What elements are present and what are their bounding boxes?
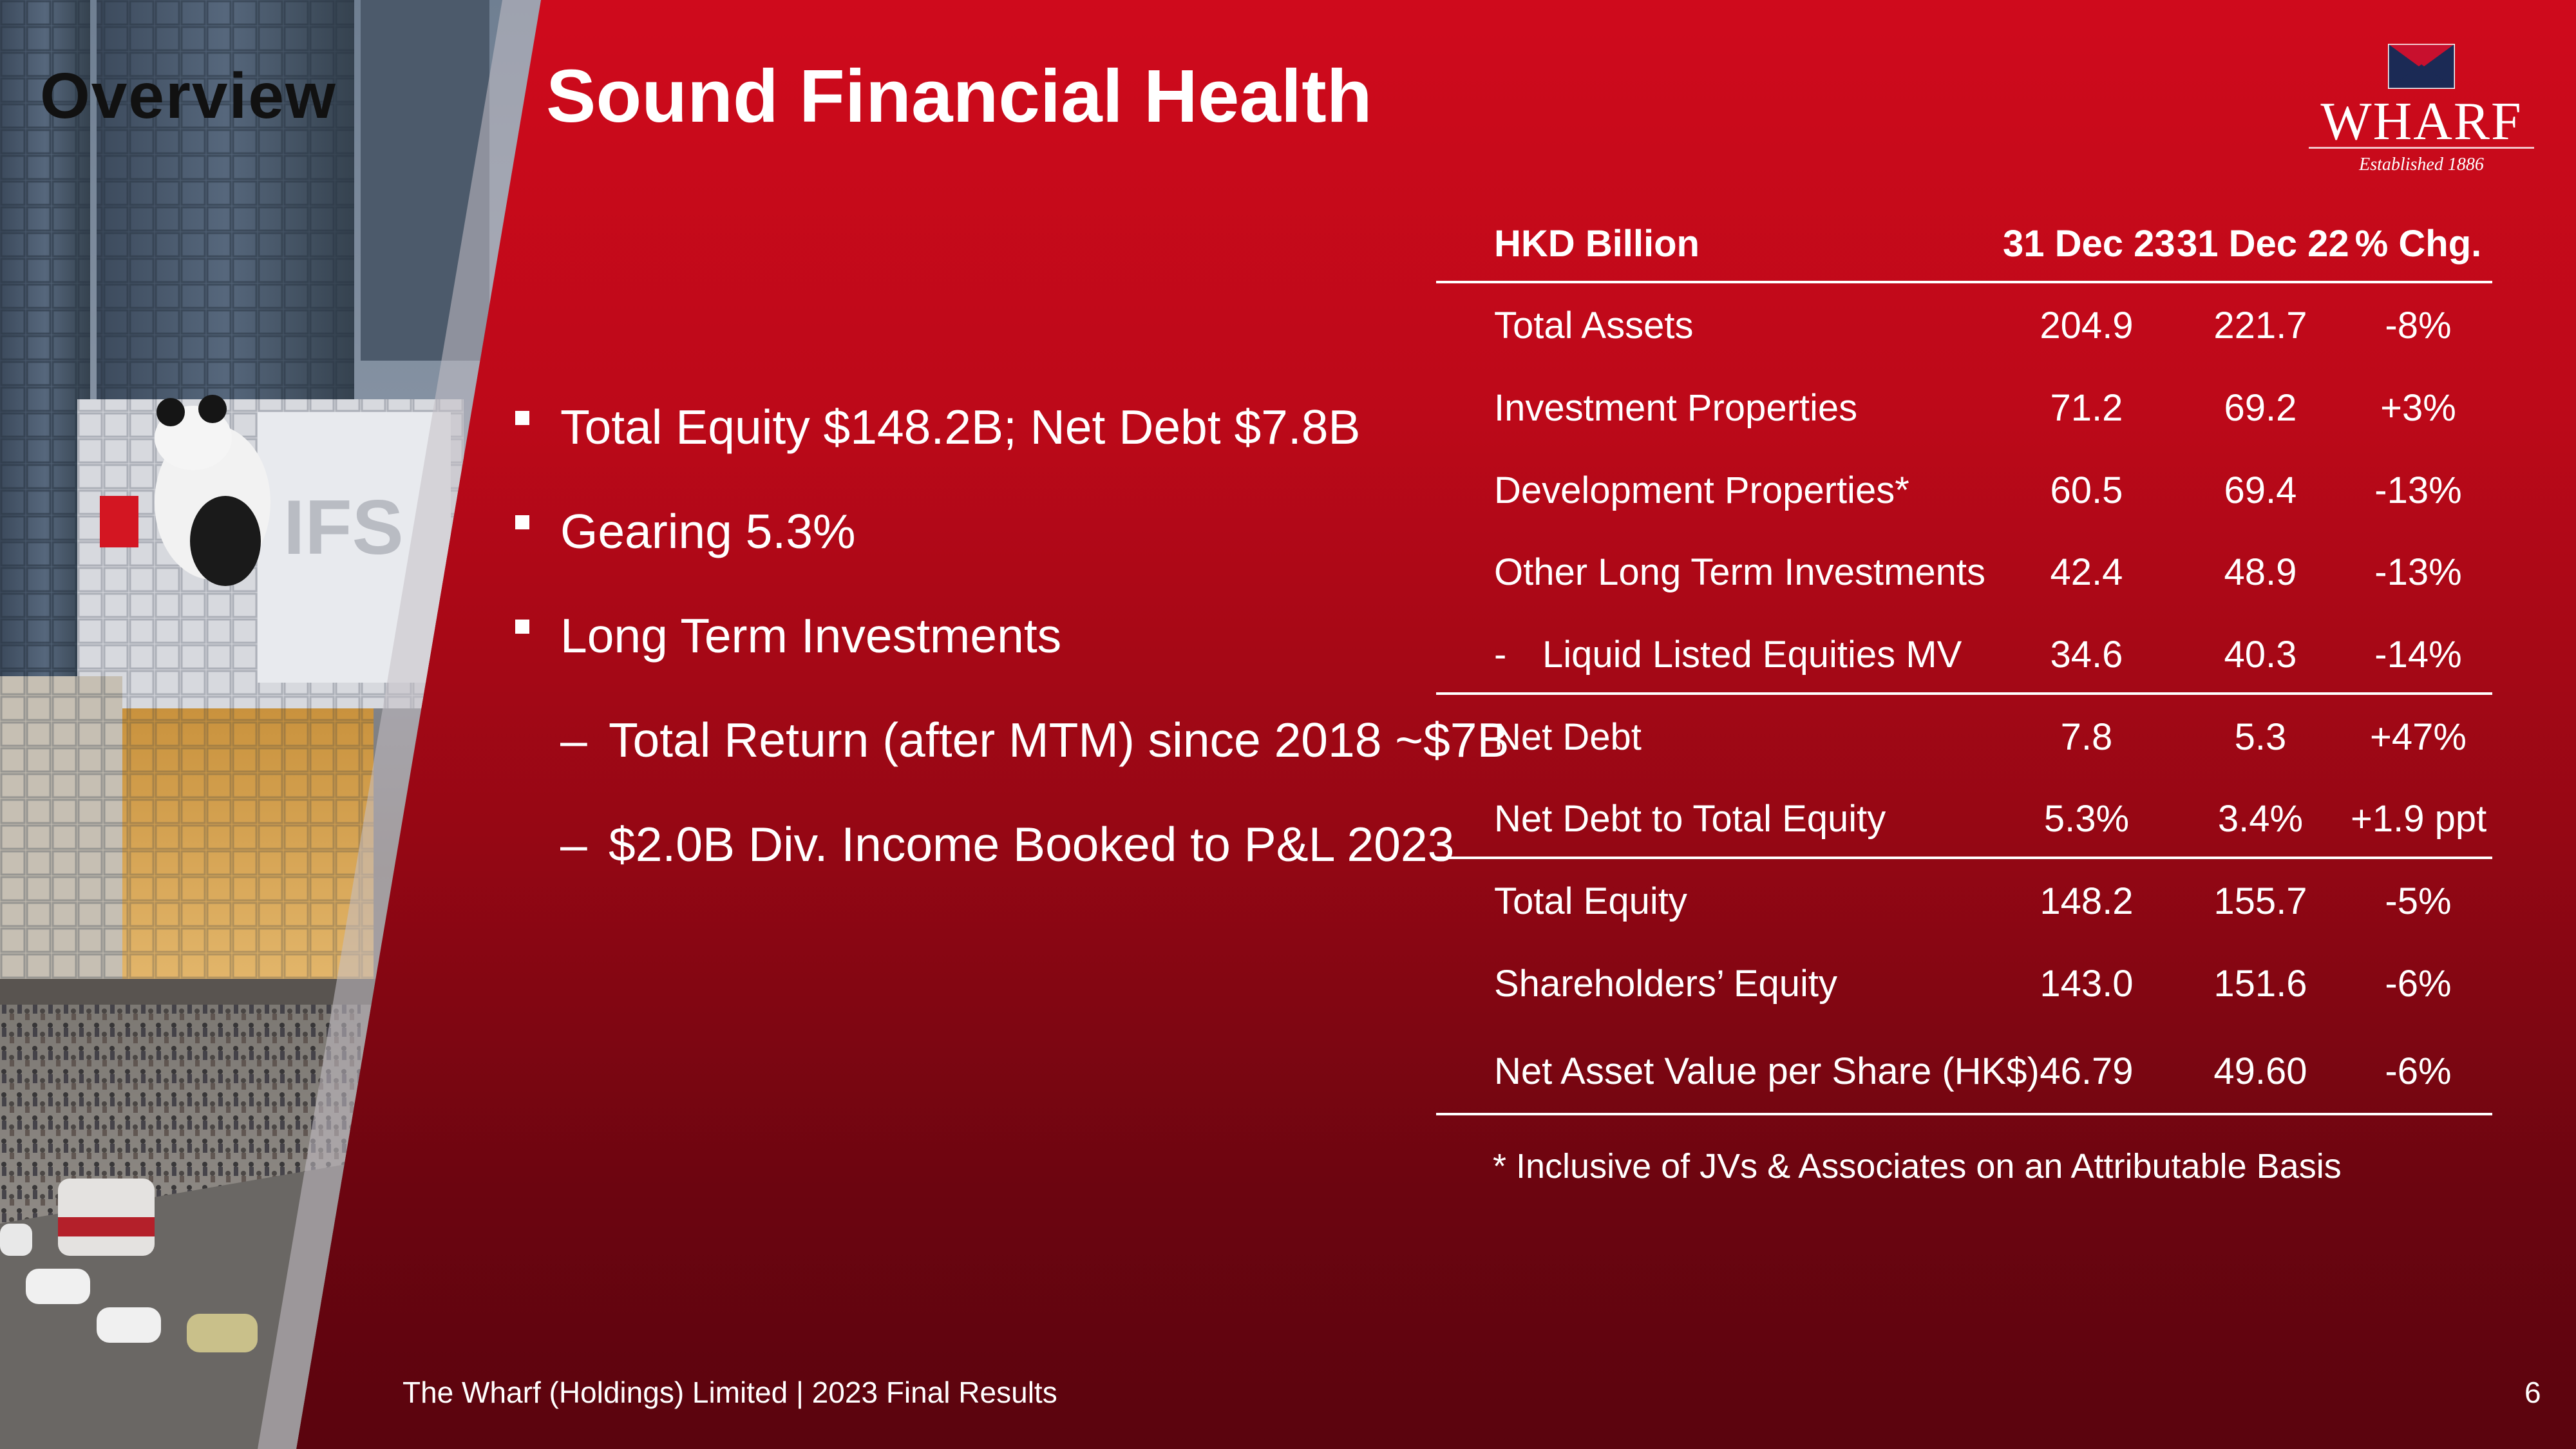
- table-rule: [1436, 692, 2492, 695]
- square-bullet-icon: [515, 620, 529, 634]
- table-row: - Liquid Listed Equities MV 34.6 40.3 -1…: [1494, 634, 2462, 676]
- table-footnote: * Inclusive of JVs & Associates on an At…: [1493, 1147, 2342, 1186]
- square-bullet-icon: [515, 411, 529, 425]
- slide-title: Sound Financial Health: [546, 54, 1372, 138]
- dash-bullet: –: [560, 817, 587, 871]
- table-row: Shareholders’ Equity 143.0 151.6 -6%: [1494, 963, 2452, 1005]
- table-row: Net Debt 7.8 5.3 +47%: [1494, 716, 2467, 758]
- table-row: Net Debt to Total Equity 5.3% 3.4% +1.9 …: [1494, 798, 2487, 840]
- dash-bullet: –: [560, 713, 587, 767]
- ifs-sign: IFS: [283, 484, 404, 571]
- section-label: Overview: [40, 60, 337, 132]
- page-number: 6: [2524, 1376, 2541, 1409]
- table-row: Net Asset Value per Share (HK$) 46.79 49…: [1494, 1050, 2452, 1092]
- table-rule: [1436, 1113, 2492, 1115]
- flag-icon: [2388, 44, 2455, 89]
- brand-divider: [2309, 147, 2534, 149]
- brand-name: WHARF: [2320, 91, 2523, 151]
- table-row: Total Assets 204.9 221.7 -8%: [1494, 305, 2452, 346]
- table-row: Development Properties* 60.5 69.4 -13%: [1494, 469, 2462, 511]
- table-row: Investment Properties 71.2 69.2 +3%: [1494, 387, 2456, 429]
- table-rule: [1436, 857, 2492, 859]
- table-rule: [1436, 281, 2492, 283]
- brand-tagline: Established 1886: [2359, 155, 2484, 175]
- table-row: Total Equity 148.2 155.7 -5%: [1494, 880, 2452, 922]
- wharf-logo: WHARF Established 1886: [2302, 39, 2541, 180]
- footer-text: The Wharf (Holdings) Limited | 2023 Fina…: [402, 1376, 1057, 1409]
- square-bullet-icon: [515, 515, 529, 529]
- table-header: HKD Billion 31 Dec 23 31 Dec 22 % Chg.: [1494, 223, 2482, 265]
- table-row: Other Long Term Investments 42.4 48.9 -1…: [1494, 551, 2462, 593]
